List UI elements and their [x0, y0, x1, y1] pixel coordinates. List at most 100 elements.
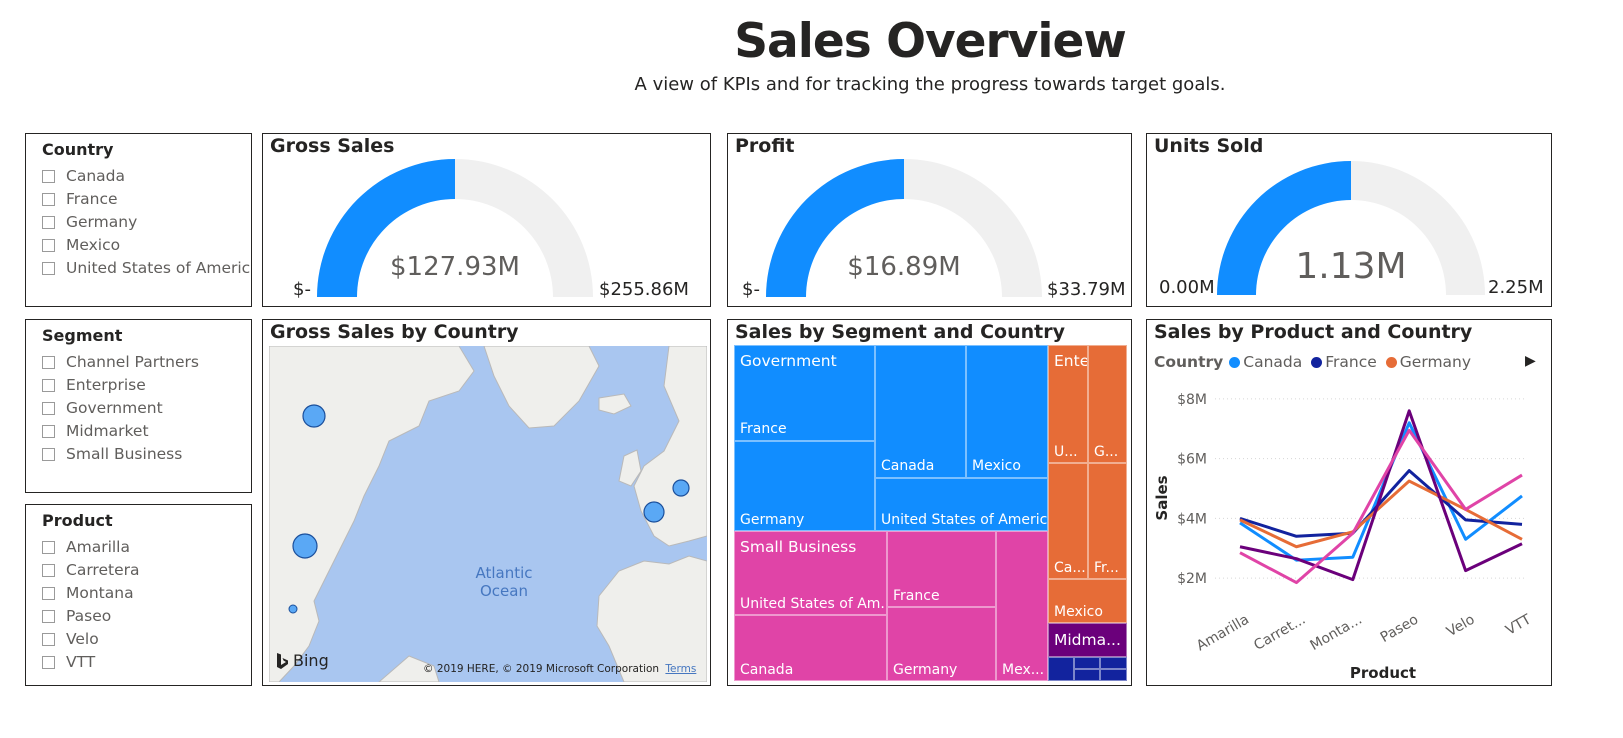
- bing-logo: Bing: [275, 651, 329, 670]
- legend-item-france[interactable]: France: [1311, 353, 1377, 371]
- slicer-item-velo[interactable]: Velo: [42, 628, 99, 650]
- treemap-cell-ent-canada[interactable]: Ca...: [1048, 463, 1088, 579]
- checkbox[interactable]: [42, 261, 55, 275]
- treemap-cell-sb-germany[interactable]: Germany: [887, 607, 996, 681]
- treemap-cell-sb-mexico[interactable]: Mex...: [996, 531, 1048, 681]
- slicer-item-label: Government: [66, 399, 163, 417]
- slicer-item-small-business[interactable]: Small Business: [42, 443, 182, 465]
- checkbox[interactable]: [42, 563, 55, 577]
- card-title: Gross Sales by Country: [270, 321, 519, 343]
- checkbox[interactable]: [42, 609, 55, 623]
- checkbox[interactable]: [42, 447, 55, 461]
- cell-label: Mex...: [1002, 662, 1045, 678]
- slicer-item-carretera[interactable]: Carretera: [42, 559, 139, 581]
- treemap-cell-midmarket[interactable]: Midma...: [1048, 623, 1127, 657]
- slicer-item-label: Carretera: [66, 561, 140, 579]
- y-tick-label: $6M: [1177, 452, 1207, 468]
- treemap-cell-sb-usa[interactable]: Small Business United States of Am...: [734, 531, 887, 615]
- treemap-cell-gov-mexico[interactable]: Mexico: [966, 345, 1048, 478]
- map-canvas[interactable]: Atlantic Ocean Bing © 2019 HERE, © 2019 …: [269, 346, 707, 682]
- slicer-item-label: Mexico: [66, 236, 121, 254]
- legend-dot: [1385, 356, 1397, 368]
- gauge-fill: [766, 159, 904, 297]
- treemap-cell-gov-usa[interactable]: United States of America: [875, 478, 1048, 531]
- chevron-right-icon[interactable]: ▶: [1525, 353, 1536, 369]
- checkbox[interactable]: [42, 540, 55, 554]
- bubble-germany: [672, 479, 690, 497]
- slicer-item-mexico[interactable]: Mexico: [42, 234, 120, 256]
- treemap-cell-sb-france[interactable]: France: [887, 531, 996, 607]
- page-subtitle: A view of KPIs and for tracking the prog…: [634, 74, 1226, 95]
- checkbox[interactable]: [42, 169, 55, 183]
- x-axis-label: Product: [1350, 664, 1416, 682]
- gauge-chart: [317, 159, 593, 297]
- treemap-cell-ent-usa[interactable]: Enterpr... U...: [1048, 345, 1088, 463]
- legend-dot: [1311, 356, 1323, 368]
- line-chart-plot[interactable]: $2M $4M $6M $8M Sales Amarilla Carret... Monta.…: [1147, 320, 1552, 686]
- treemap-cell-gov-france[interactable]: Government France: [734, 345, 875, 441]
- terms-link[interactable]: Terms: [665, 663, 697, 675]
- gauge-max: $33.79M: [1047, 279, 1126, 300]
- slicer-item-usa[interactable]: United States of America: [42, 257, 251, 279]
- gross-sales-gauge-card[interactable]: Gross Sales $127.93M $- $255.86M: [262, 133, 711, 307]
- slicer-item-government[interactable]: Government: [42, 397, 163, 419]
- bing-icon: [277, 652, 288, 669]
- slicer-item-paseo[interactable]: Paseo: [42, 605, 111, 627]
- product-country-line-chart-card[interactable]: Sales by Product and Country Country Can…: [1146, 319, 1552, 686]
- gauge-min: $-: [742, 279, 760, 300]
- checkbox[interactable]: [42, 355, 55, 369]
- treemap-cell-ent-germany[interactable]: G...: [1088, 345, 1127, 463]
- treemap-cell-channel-1[interactable]: [1048, 657, 1074, 681]
- cell-label: G...: [1094, 444, 1119, 460]
- treemap-cell-ent-mexico[interactable]: Mexico: [1048, 579, 1127, 623]
- units-sold-gauge-card[interactable]: Units Sold 1.13M 0.00M 2.25M: [1146, 133, 1552, 307]
- cell-label: Germany: [893, 662, 958, 678]
- checkbox[interactable]: [42, 215, 55, 229]
- treemap-cell-gov-canada[interactable]: Canada: [875, 345, 966, 478]
- map-copyright: © 2019 HERE, © 2019 Microsoft Corporatio…: [423, 663, 696, 675]
- slicer-item-vtt[interactable]: VTT: [42, 651, 95, 673]
- card-title: Units Sold: [1154, 135, 1264, 157]
- card-title: Sales by Product and Country: [1154, 321, 1473, 343]
- segment-label: Small Business: [740, 538, 857, 556]
- slicer-item-channel-partners[interactable]: Channel Partners: [42, 351, 199, 373]
- map-svg[interactable]: [269, 346, 707, 682]
- gross-sales-map-card[interactable]: Gross Sales by Country Atlantic Ocean: [262, 319, 711, 686]
- legend-item-canada[interactable]: Canada: [1229, 353, 1302, 371]
- checkbox[interactable]: [42, 424, 55, 438]
- slicer-item-midmarket[interactable]: Midmarket: [42, 420, 149, 442]
- profit-gauge-card[interactable]: Profit $16.89M $- $33.79M: [727, 133, 1132, 307]
- treemap-cell-gov-germany[interactable]: Germany: [734, 441, 875, 531]
- ocean-label-line-2: Ocean: [480, 582, 528, 600]
- cell-label: United States of Am...: [740, 596, 887, 612]
- checkbox[interactable]: [42, 378, 55, 392]
- checkbox[interactable]: [42, 632, 55, 646]
- slicer-item-france[interactable]: France: [42, 188, 118, 210]
- checkbox[interactable]: [42, 655, 55, 669]
- treemap-cell-ent-france[interactable]: Fr...: [1088, 463, 1127, 579]
- slicer-item-amarilla[interactable]: Amarilla: [42, 536, 130, 558]
- treemap-cell-channel-2[interactable]: [1074, 657, 1100, 669]
- treemap-cell-sb-canada[interactable]: Canada: [734, 615, 887, 681]
- treemap-cell-channel-4[interactable]: [1074, 669, 1100, 681]
- segment-country-treemap-card[interactable]: Sales by Segment and Country Government …: [727, 319, 1132, 686]
- south-america-landmass: [378, 655, 440, 682]
- slicer-item-germany[interactable]: Germany: [42, 211, 137, 233]
- checkbox[interactable]: [42, 586, 55, 600]
- cell-label: Fr...: [1094, 560, 1119, 576]
- slicer-item-enterprise[interactable]: Enterprise: [42, 374, 146, 396]
- gauge-fill: [1217, 161, 1351, 295]
- checkbox[interactable]: [42, 192, 55, 206]
- checkbox[interactable]: [42, 238, 55, 252]
- slicer-item-canada[interactable]: Canada: [42, 165, 125, 187]
- legend-item-germany[interactable]: Germany: [1385, 353, 1471, 371]
- treemap-cell-channel-3[interactable]: [1100, 657, 1127, 669]
- slicer-item-montana[interactable]: Montana: [42, 582, 134, 604]
- europe-landmass: [633, 346, 707, 547]
- slicer-item-label: Midmarket: [66, 422, 149, 440]
- checkbox[interactable]: [42, 401, 55, 415]
- treemap-cell-channel-5[interactable]: [1100, 669, 1127, 681]
- slicer-title: Country: [42, 140, 114, 159]
- series-line-germany: [1239, 479, 1523, 549]
- treemap[interactable]: Government France Germany Canada Mexico …: [734, 345, 1127, 681]
